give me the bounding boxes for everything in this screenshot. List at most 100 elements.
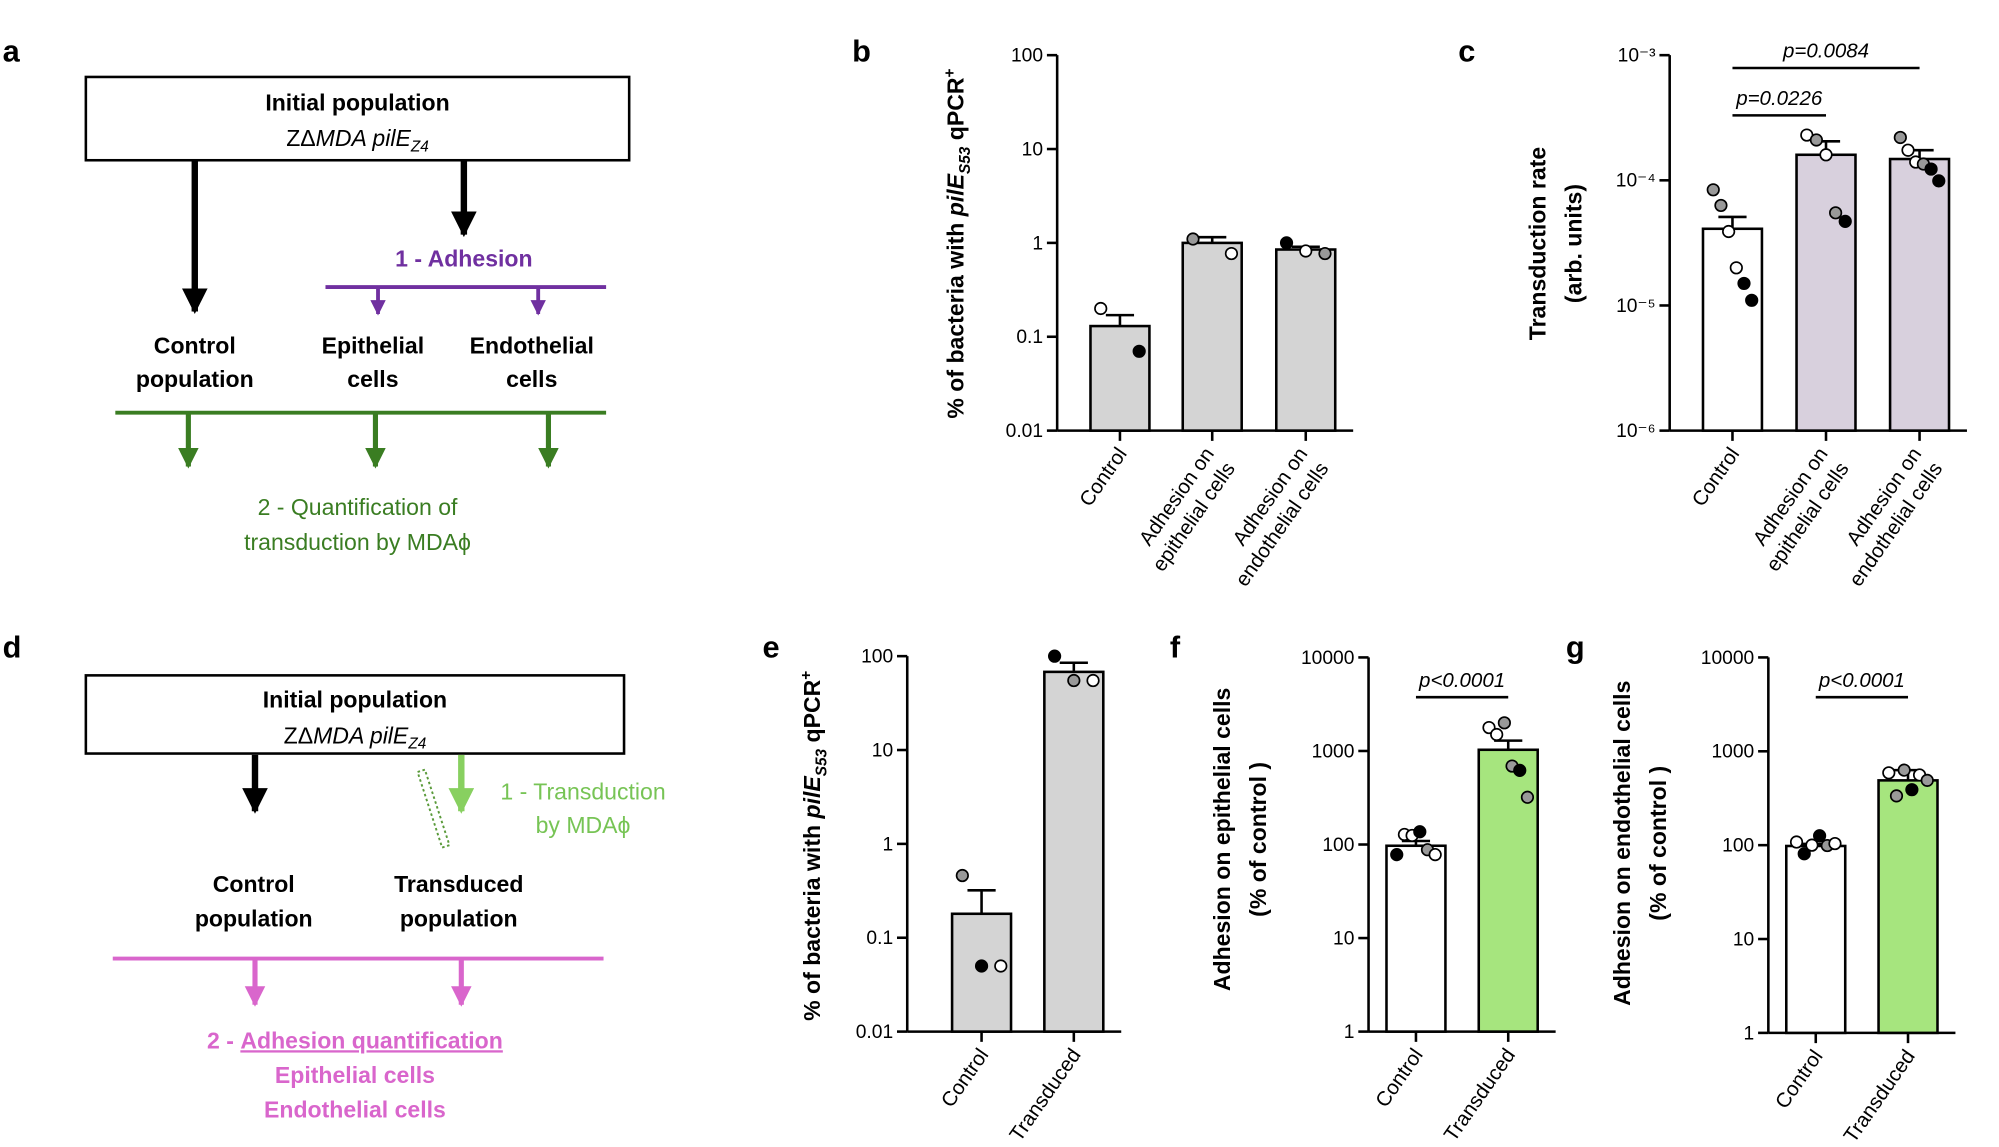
step-label: 1 - Transduction xyxy=(500,779,665,805)
bar xyxy=(1795,153,1857,432)
significance-label: p<0.0001 xyxy=(1418,669,1505,692)
panel-letter: e xyxy=(762,629,779,664)
y-tick-label: 0.1 xyxy=(1016,327,1043,348)
data-point xyxy=(1706,183,1720,197)
y-label-part: + xyxy=(942,68,959,77)
step-label: 1 - Adhesion xyxy=(395,246,532,272)
error-bar xyxy=(1105,313,1135,327)
bar xyxy=(1888,157,1951,432)
step-label: transduction by MDAϕ xyxy=(244,529,471,555)
error-bar xyxy=(1494,739,1523,750)
y-tick-label: 1 xyxy=(1032,233,1043,254)
data-point xyxy=(1086,673,1100,688)
box-subtitle: ZΔMDA pilEZ4 xyxy=(286,125,429,155)
y-label-part: qPCR xyxy=(943,77,969,146)
data-point xyxy=(1390,848,1404,862)
chart: e 0.01 0.1 1 10 100 % of bacteria with pilES53… xyxy=(762,629,1122,1146)
y-tick-label: 0.01 xyxy=(1006,421,1043,442)
data-point xyxy=(1094,301,1108,316)
text-part: Z4 xyxy=(410,138,429,155)
significance-label: p=0.0226 xyxy=(1735,87,1823,110)
data-point xyxy=(1932,174,1946,188)
y-tick-label: 10 xyxy=(872,740,893,761)
y-label-line: (% of control ) xyxy=(1245,762,1271,917)
y-label-part: + xyxy=(798,671,815,680)
data-point xyxy=(1428,848,1442,862)
step-label: by MDAϕ xyxy=(536,812,631,838)
y-tick-label: 1000 xyxy=(1711,742,1754,763)
error-bar xyxy=(1059,661,1088,672)
bar xyxy=(1181,241,1243,432)
text-part: Z4 xyxy=(407,735,426,752)
box-title: Initial population xyxy=(265,89,449,115)
x-tick-label: Control xyxy=(1688,443,1745,510)
data-point xyxy=(1048,649,1062,663)
chart: b 0.01 0.1 1 10 100 % of bacteria with pilES53… xyxy=(852,34,1354,591)
y-label-line: Adhesion on epithelial cells xyxy=(1209,688,1235,992)
y-tick-label: 10 xyxy=(1022,139,1043,160)
text-part: MDA pilE xyxy=(313,722,409,748)
data-point xyxy=(1838,214,1852,228)
text-part: 2 - xyxy=(207,1027,240,1053)
data-point xyxy=(1882,766,1896,780)
group-label: Control xyxy=(154,333,236,359)
y-tick-label: 0.1 xyxy=(866,928,893,949)
y-tick-label: 10000 xyxy=(1701,648,1754,669)
x-tick-label: Control xyxy=(1075,443,1132,510)
data-point xyxy=(1513,763,1527,777)
box xyxy=(84,674,626,755)
chart: c 10⁻⁶ 10⁻⁵ 10⁻⁴ 10⁻³ Transduction rate (arb. … xyxy=(1458,34,1967,591)
y-tick-label: 0.01 xyxy=(856,1022,893,1043)
y-tick-label: 10000 xyxy=(1301,648,1354,669)
text-part: MDA pilE xyxy=(316,125,412,151)
y-tick-label: 1 xyxy=(1344,1022,1355,1043)
data-point xyxy=(1897,763,1911,777)
data-point xyxy=(1920,773,1934,787)
data-point xyxy=(1924,162,1938,176)
diagram-d: d Initial population ZΔMDA pilEZ4 1 - Tr… xyxy=(3,629,666,1122)
data-point xyxy=(1318,246,1332,261)
data-point xyxy=(1905,783,1919,797)
y-tick-label: 100 xyxy=(1011,46,1043,67)
x-label-line: Control xyxy=(1688,443,1745,510)
data-point xyxy=(1067,673,1081,688)
y-label-line: Adhesion on endothelial cells xyxy=(1609,681,1635,1006)
error-bar xyxy=(1198,235,1227,243)
data-point xyxy=(955,868,969,883)
group-label: Control xyxy=(213,871,295,897)
group-label: population xyxy=(400,906,518,932)
group-label: Transduced xyxy=(394,871,523,897)
data-point xyxy=(1490,727,1504,742)
data-point xyxy=(1497,716,1511,730)
bar xyxy=(1275,248,1337,432)
text-part: ZΔ xyxy=(286,125,315,151)
y-label-line: (arb. units) xyxy=(1560,184,1586,303)
diagram-a: a Initial population ZΔMDA pilEZ4 1 - Ad… xyxy=(3,34,631,555)
group-label: Endothelial xyxy=(470,333,594,359)
bar xyxy=(1785,844,1847,1035)
box-title: Initial population xyxy=(263,686,447,712)
x-label-line: Control xyxy=(1075,443,1132,510)
data-point xyxy=(1224,246,1239,261)
data-point xyxy=(1729,261,1743,275)
group-label: population xyxy=(195,906,313,932)
bar xyxy=(1877,779,1939,1035)
data-point xyxy=(1813,829,1827,843)
data-point xyxy=(1132,344,1146,358)
y-tick-label: 1 xyxy=(1744,1023,1755,1044)
x-label-line: Control xyxy=(1371,1044,1428,1111)
y-label-part: pilE xyxy=(799,776,825,820)
step-item: Endothelial cells xyxy=(264,1096,446,1122)
y-axis-label: % of bacteria with pilES53 qPCR+ xyxy=(942,68,974,418)
x-label-line: Transduced xyxy=(1839,1046,1920,1147)
y-axis-label: Adhesion on epithelial cells (% of contro… xyxy=(1209,688,1271,992)
group-label: cells xyxy=(347,366,398,392)
y-tick-label: 10⁻³ xyxy=(1618,46,1657,67)
y-tick-label: 1000 xyxy=(1312,741,1355,762)
data-point xyxy=(1893,130,1907,145)
y-label-part: S53 xyxy=(814,748,831,776)
y-axis-label: % of bacteria with pilES53 qPCR+ xyxy=(798,671,830,1021)
data-point xyxy=(1901,143,1915,157)
data-point xyxy=(1797,847,1811,861)
